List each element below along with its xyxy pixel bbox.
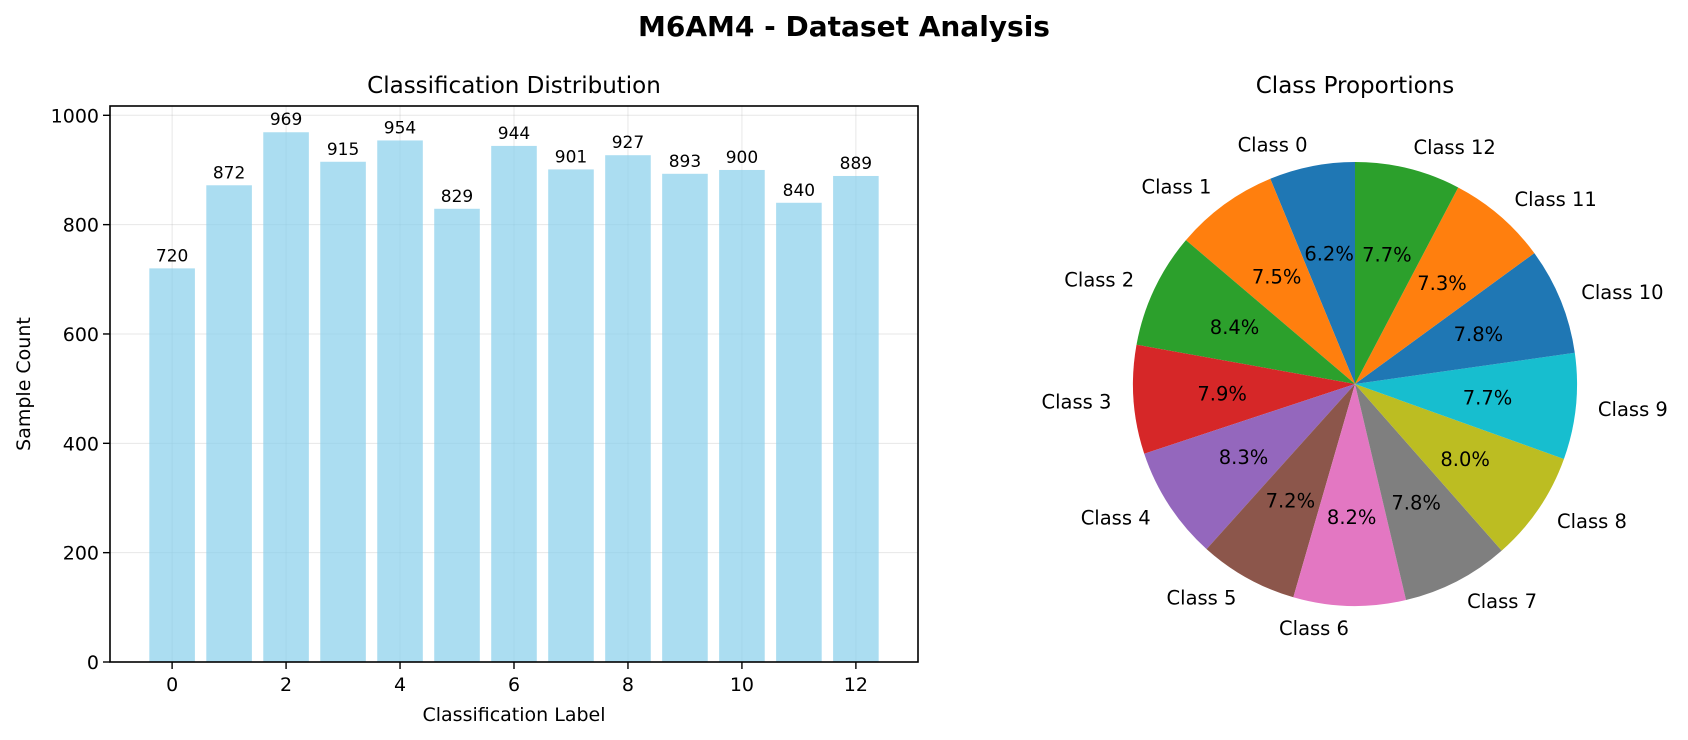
x-tick-label-0: 0 xyxy=(166,674,178,696)
bar-class-2 xyxy=(263,132,309,662)
bar-chart-panel: Classification Distribution 720 872 969 915… xyxy=(13,73,919,726)
y-tick-label-0: 0 xyxy=(87,652,99,674)
pie-class-label-4: Class 4 xyxy=(1081,507,1151,530)
bar-class-5 xyxy=(434,208,480,662)
pie-class-label-8: Class 8 xyxy=(1557,510,1627,533)
bar-class-11 xyxy=(776,202,822,662)
bar-value-label-3: 915 xyxy=(327,140,359,160)
y-tick-label-5: 1000 xyxy=(51,105,99,127)
bar-class-8 xyxy=(605,155,651,662)
pie-percent-label-12: 7.7% xyxy=(1362,244,1412,267)
y-tick-label-2: 400 xyxy=(63,433,99,455)
bar-chart-x-axis-label: Classification Label xyxy=(422,704,605,726)
pie-class-label-11: Class 11 xyxy=(1515,188,1597,211)
pie-wedge-class-7 xyxy=(1355,384,1502,601)
pie-percent-label-0: 6.2% xyxy=(1304,242,1354,265)
bar-chart-value-labels: 720 872 969 915 954 829 944 901 927 893 900 840 889 xyxy=(156,110,872,266)
bar-class-10 xyxy=(719,169,765,662)
bar-class-1 xyxy=(206,185,252,662)
bar-value-label-5: 829 xyxy=(441,187,473,207)
y-tick-label-1: 200 xyxy=(63,543,99,565)
pie-wedge-class-3 xyxy=(1133,344,1355,454)
pie-class-label-3: Class 3 xyxy=(1041,390,1111,413)
pie-wedge-class-8 xyxy=(1355,384,1564,551)
y-tick-label-4: 800 xyxy=(63,215,99,237)
bar-chart-y-axis-label: Sample Count xyxy=(13,317,35,451)
pie-chart-class-labels: Class 0 Class 1 Class 2 Class 3 Class 4 Class… xyxy=(1041,133,1667,640)
pie-percent-label-5: 7.2% xyxy=(1266,489,1316,512)
pie-class-label-0: Class 0 xyxy=(1238,133,1308,156)
pie-percent-label-1: 7.5% xyxy=(1252,265,1302,288)
pie-wedge-class-2 xyxy=(1136,240,1355,384)
pie-chart-wedges xyxy=(1133,162,1577,606)
pie-wedge-class-10 xyxy=(1355,253,1575,384)
bar-value-label-1: 872 xyxy=(213,163,245,183)
pie-wedge-class-12 xyxy=(1355,162,1459,384)
pie-percent-label-8: 8.0% xyxy=(1440,448,1490,471)
bar-value-label-6: 944 xyxy=(498,124,530,144)
pie-class-label-5: Class 5 xyxy=(1167,586,1237,609)
pie-wedge-class-6 xyxy=(1293,384,1407,606)
x-tick-label-6: 12 xyxy=(844,674,868,696)
x-tick-label-2: 4 xyxy=(394,674,406,696)
bar-value-label-11: 840 xyxy=(783,181,815,201)
y-tick-label-3: 600 xyxy=(63,324,99,346)
pie-class-label-9: Class 9 xyxy=(1598,398,1668,421)
bar-chart-title: Classification Distribution xyxy=(367,73,661,99)
bar-value-label-4: 954 xyxy=(384,118,416,138)
pie-wedge-class-9 xyxy=(1355,352,1577,460)
bar-class-6 xyxy=(491,145,537,662)
pie-chart-title: Class Proportions xyxy=(1256,73,1454,99)
x-tick-label-5: 10 xyxy=(730,674,754,696)
pie-percent-label-3: 7.9% xyxy=(1197,382,1247,405)
bar-class-4 xyxy=(377,140,423,662)
pie-chart-panel: Class Proportions 6.2%7.5% 8.4% 7.9% 8.3% 7.… xyxy=(1041,73,1667,640)
bar-value-label-8: 927 xyxy=(612,133,644,153)
pie-percent-label-4: 8.3% xyxy=(1219,446,1269,469)
pie-class-label-12: Class 12 xyxy=(1413,136,1495,159)
pie-percent-label-11: 7.3% xyxy=(1417,272,1467,295)
pie-percent-label-2: 8.4% xyxy=(1210,316,1260,339)
pie-class-label-1: Class 1 xyxy=(1141,175,1211,198)
pie-wedge-class-11 xyxy=(1355,187,1535,384)
bar-value-label-10: 900 xyxy=(726,148,758,168)
pie-chart-percent-labels: 6.2%7.5% 8.4% 7.9% 8.3% 7.2% 8.2% 7.8% 8.0% 7.7%… xyxy=(1197,242,1512,529)
bar-class-3 xyxy=(320,161,366,662)
bar-class-9 xyxy=(662,173,708,662)
bar-class-7 xyxy=(548,169,594,662)
bar-value-label-12: 889 xyxy=(840,154,872,174)
bar-value-label-7: 901 xyxy=(555,147,587,167)
bar-class-0 xyxy=(149,268,195,662)
bar-chart-bars xyxy=(149,132,879,662)
pie-class-label-2: Class 2 xyxy=(1064,269,1134,292)
x-tick-label-4: 8 xyxy=(622,674,634,696)
x-tick-label-1: 2 xyxy=(280,674,292,696)
pie-wedge-class-5 xyxy=(1206,384,1355,598)
bar-value-label-2: 969 xyxy=(270,110,302,130)
pie-class-label-10: Class 10 xyxy=(1581,281,1663,304)
bar-class-12 xyxy=(833,175,879,662)
figure-title: M6AM4 - Dataset Analysis xyxy=(638,10,1050,43)
pie-percent-label-9: 7.7% xyxy=(1463,387,1513,410)
pie-percent-label-10: 7.8% xyxy=(1454,323,1504,346)
pie-wedge-class-4 xyxy=(1144,384,1355,550)
pie-class-label-6: Class 6 xyxy=(1279,617,1349,640)
pie-wedge-class-0 xyxy=(1270,162,1355,384)
bar-value-label-9: 893 xyxy=(669,152,701,172)
x-tick-label-3: 6 xyxy=(508,674,520,696)
pie-percent-label-6: 8.2% xyxy=(1327,506,1377,529)
bar-chart-x-ticks: 0 2 4 6 8 10 12 xyxy=(166,662,868,696)
bar-value-label-0: 720 xyxy=(156,246,188,266)
pie-class-label-7: Class 7 xyxy=(1467,590,1537,613)
bar-chart-y-ticks: 0 200 400 600 800 1000 xyxy=(51,105,110,674)
pie-percent-label-7: 7.8% xyxy=(1391,491,1441,514)
pie-wedge-class-1 xyxy=(1185,178,1355,384)
